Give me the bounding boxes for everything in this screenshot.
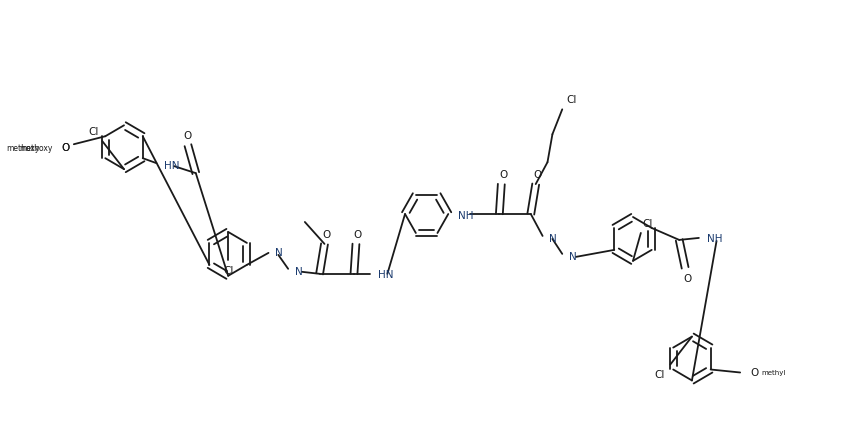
Text: O: O xyxy=(750,368,759,378)
Text: Cl: Cl xyxy=(643,218,653,228)
Text: HN: HN xyxy=(164,161,180,171)
Text: O: O xyxy=(500,170,507,180)
Text: O: O xyxy=(683,273,691,283)
Text: N: N xyxy=(275,247,283,257)
Text: O: O xyxy=(533,170,542,180)
Text: O: O xyxy=(184,131,192,141)
Text: Cl: Cl xyxy=(88,127,98,137)
Text: NH: NH xyxy=(458,211,473,221)
Text: NH: NH xyxy=(706,233,722,243)
Text: Cl: Cl xyxy=(223,265,233,275)
Text: N: N xyxy=(549,233,558,243)
Text: Cl: Cl xyxy=(654,370,664,380)
Text: methyl: methyl xyxy=(762,370,786,376)
Text: O: O xyxy=(354,229,362,240)
Text: N: N xyxy=(295,266,303,276)
Text: HN: HN xyxy=(378,269,393,279)
Text: methoxy: methoxy xyxy=(6,143,40,152)
Text: N: N xyxy=(569,251,577,261)
Text: O: O xyxy=(61,143,70,153)
Text: Cl: Cl xyxy=(566,95,577,105)
Text: methoxy: methoxy xyxy=(19,143,52,152)
Text: O: O xyxy=(322,229,331,240)
Text: O: O xyxy=(61,143,70,153)
